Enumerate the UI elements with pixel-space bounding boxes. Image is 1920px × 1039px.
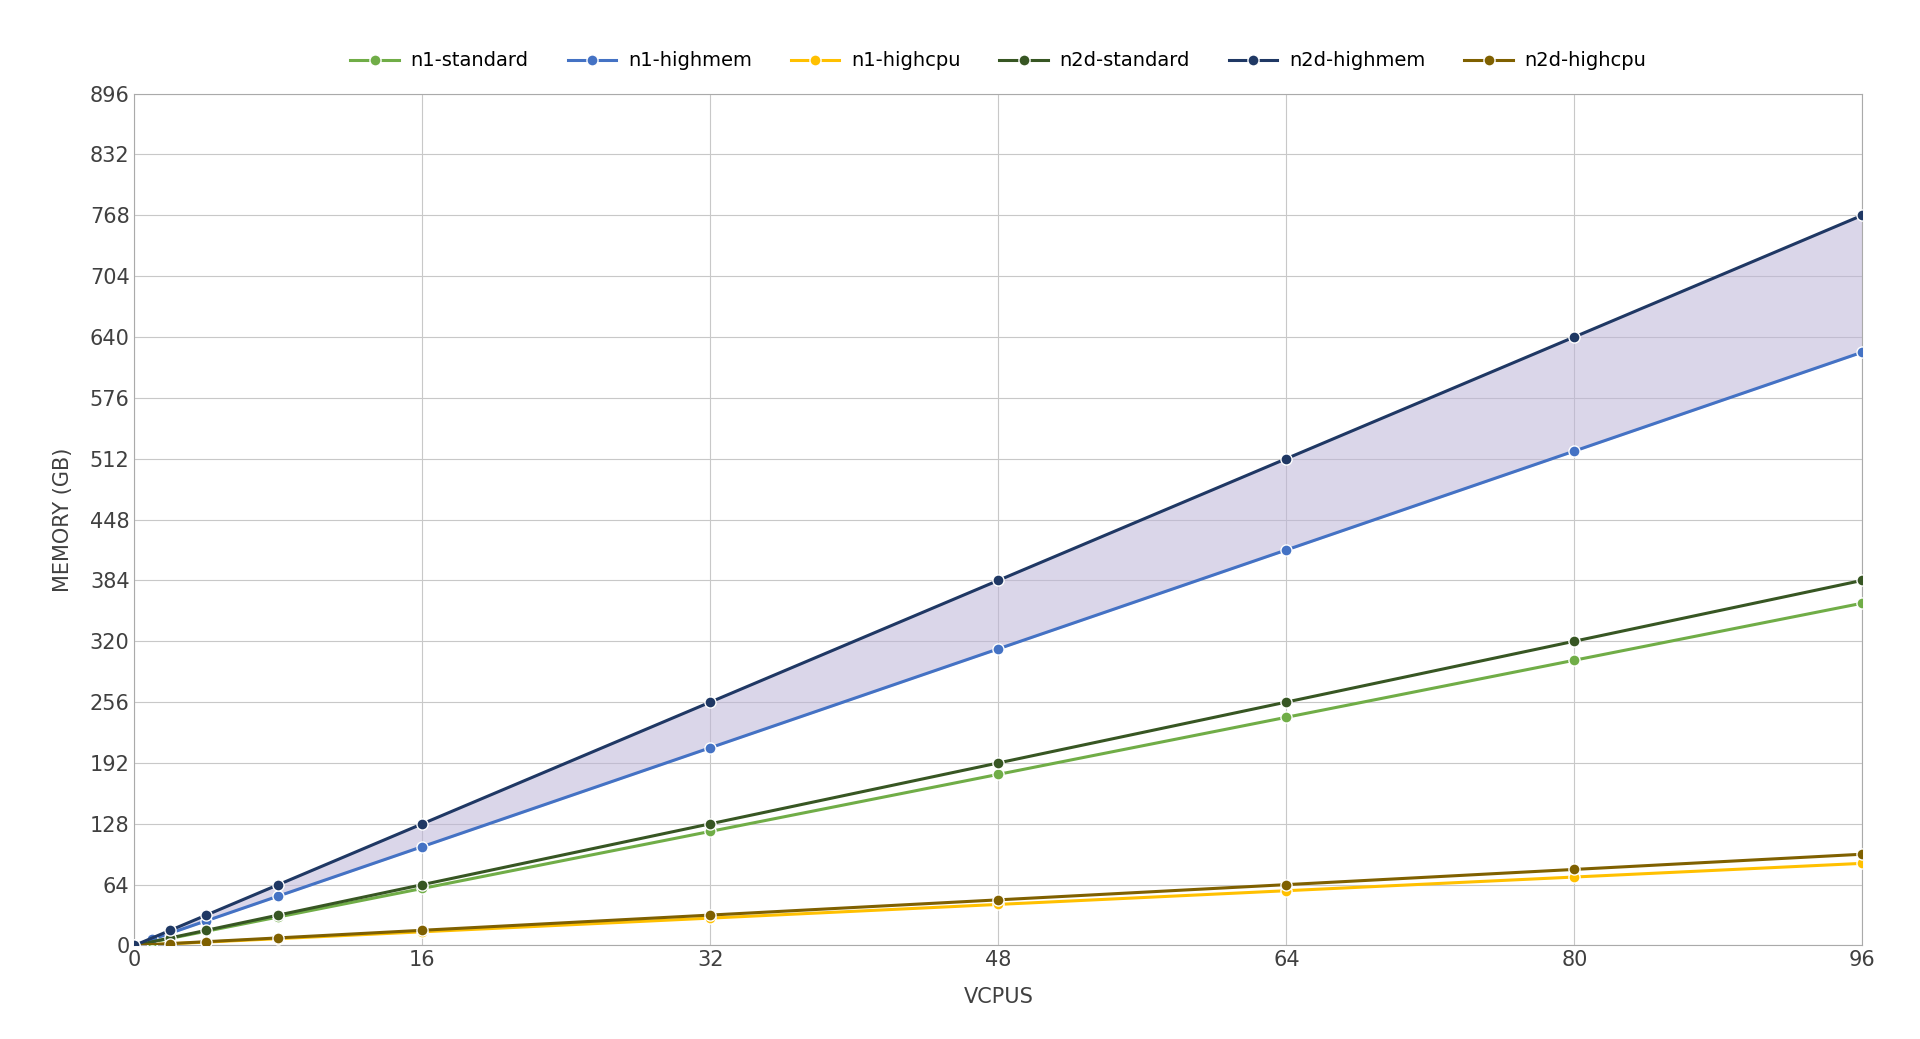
Y-axis label: MEMORY (GB): MEMORY (GB) (54, 448, 73, 591)
X-axis label: VCPUS: VCPUS (964, 987, 1033, 1007)
Legend: n1-standard, n1-highmem, n1-highcpu, n2d-standard, n2d-highmem, n2d-highcpu: n1-standard, n1-highmem, n1-highcpu, n2d… (342, 44, 1655, 78)
